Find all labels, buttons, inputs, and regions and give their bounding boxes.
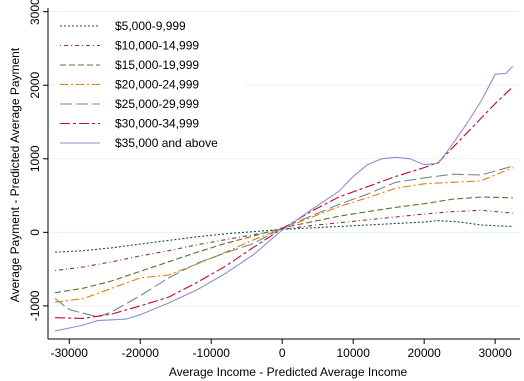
legend-label-4: $20,000-24,999 [115,78,199,92]
series-line-3 [55,196,513,294]
legend-label-6: $30,000-34,999 [115,117,199,131]
series-line-7 [54,65,514,332]
x-tick-label: -20000 [122,346,160,360]
x-tick-label: -10000 [193,346,231,360]
series-line-2 [55,209,513,272]
series-line-6 [55,86,514,319]
legend-label-3: $15,000-19,999 [115,58,199,72]
x-tick-label: 30000 [478,346,512,360]
x-tick-label: 20000 [407,346,441,360]
y-tick-label: 3000 [28,0,42,25]
y-axis-label: Average Payment - Predicted Average Paym… [8,47,22,302]
y-tick-label: -1000 [28,290,42,321]
series-line-5 [54,165,514,318]
legend-label-1: $5,000-9,999 [115,19,186,33]
x-tick-label: -30000 [51,346,89,360]
y-tick-label: 2000 [28,72,42,99]
y-ticks: -1000 0 1000 2000 3000 [28,0,48,321]
x-tick-label: 10000 [337,346,371,360]
y-tick-label: 1000 [28,145,42,172]
series-line-4 [55,167,514,303]
legend: $5,000-9,999 $10,000-14,999 $15,000-19,999… [54,12,244,157]
legend-label-7: $35,000 and above [115,136,218,150]
y-tick-label: 0 [28,229,42,236]
series-line-1 [55,220,513,253]
legend-box [54,12,244,157]
legend-label-5: $25,000-29,999 [115,97,199,111]
x-axis-label: Average Income - Predicted Average Incom… [169,365,408,379]
x-ticks: -30000 -20000 -10000 0 10000 20000 30000 [51,339,512,360]
axes [47,8,520,340]
series-lines [54,65,514,332]
legend-label-2: $10,000-14,999 [115,39,199,53]
x-tick-label: 0 [279,346,286,360]
